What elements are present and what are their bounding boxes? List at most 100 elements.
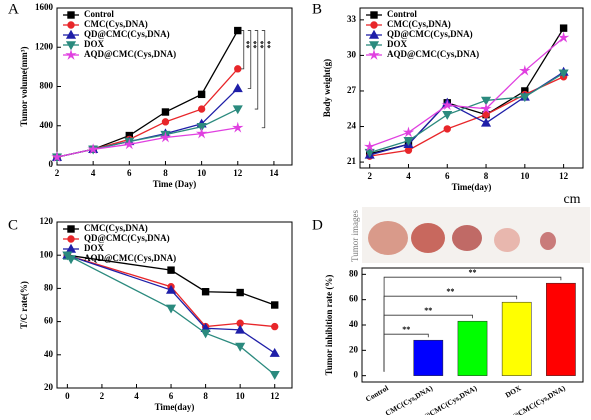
y-tick-label: 40 (349, 319, 359, 329)
significance-label: ** (469, 268, 477, 277)
x-tick-label: 10 (520, 171, 530, 181)
legend-label: DOX (84, 243, 105, 253)
tumor-photo (540, 232, 556, 250)
marker (201, 288, 210, 296)
series-line (56, 68, 239, 158)
marker (364, 148, 375, 158)
legend-label: QD@CMC(Cys,DNA) (84, 233, 170, 243)
significance-bracket (240, 30, 245, 70)
legend-marker (370, 11, 378, 19)
y-tick-label: 800 (40, 81, 54, 91)
legend-label: AQD@CMC(Cys,DNA) (387, 49, 479, 59)
marker (161, 118, 170, 126)
legend-marker (67, 21, 75, 29)
tumor-photo (411, 223, 445, 253)
y-tick-label: 20 (349, 344, 359, 354)
marker (195, 127, 208, 139)
marker (480, 117, 492, 127)
y-tick-label: 1600 (35, 2, 54, 12)
significance-label: ** (402, 325, 410, 334)
significance-label: ** (249, 41, 258, 49)
x-tick-label: 8 (163, 168, 168, 178)
marker (161, 108, 170, 116)
legend-label: AQD@CMC(Cys,DNA) (84, 49, 176, 59)
legend-marker (368, 29, 380, 39)
legend-label: DOX (84, 39, 105, 49)
x-tick-label: Control (364, 383, 390, 403)
legend-label: Control (387, 9, 417, 19)
tumor-photo (368, 221, 408, 255)
legend-marker (65, 29, 77, 39)
x-tick-label: 0 (65, 391, 70, 401)
tumor-photo (452, 225, 482, 251)
y-tick-label: 27 (347, 85, 357, 95)
significance-bracket (247, 30, 252, 89)
legend-label: DOX (387, 39, 408, 49)
series-line (56, 108, 239, 158)
marker (167, 266, 175, 274)
x-tick-label: 6 (127, 168, 132, 178)
marker (165, 284, 177, 294)
marker (197, 90, 206, 99)
y-tick-label: 21 (347, 156, 357, 166)
marker (441, 99, 453, 111)
image-label: cm (563, 192, 580, 207)
legend-label: CMC(Cys,DNA) (84, 223, 148, 233)
marker (236, 288, 244, 297)
tumor-photos (362, 207, 590, 263)
y-tick-label: 0 (49, 159, 54, 169)
significance-bracket (254, 30, 259, 110)
legend-label: AQD@CMC(Cys,DNA) (84, 253, 176, 263)
legend-label: CMC(Cys,DNA) (84, 19, 148, 29)
bar (413, 339, 444, 376)
x-tick-label: AQD@CMC(Cys,DNA) (496, 383, 567, 415)
y-tick-label: 20 (44, 382, 54, 392)
plot-frame (361, 267, 584, 383)
marker (235, 342, 246, 352)
series-line (369, 37, 565, 148)
y-tick-label: 30 (347, 49, 357, 59)
y-tick-label: 40 (44, 349, 54, 359)
marker (559, 24, 568, 32)
y-tick-label: 24 (347, 121, 357, 131)
y-axis-label: Tumor volume(mm³) (19, 47, 29, 127)
y-tick-label: 400 (40, 120, 54, 130)
y-tick-label: 120 (40, 216, 54, 226)
x-tick-label: 12 (233, 168, 243, 178)
marker (269, 371, 280, 380)
y-axis-label: Body weight(g) (322, 59, 332, 117)
bar (546, 282, 576, 376)
legend-marker (65, 255, 77, 265)
marker (402, 126, 415, 138)
x-tick-label: DOX (504, 383, 523, 399)
marker (159, 131, 172, 143)
legend-marker (368, 49, 380, 60)
y-axis-label: T/C rate(%) (19, 281, 29, 329)
y-tick-label: 1200 (35, 41, 54, 51)
panel-label: A (8, 1, 19, 17)
legend-marker (67, 11, 75, 19)
significance-bracket (261, 30, 266, 129)
x-tick-label: 14 (269, 168, 279, 178)
panel-label: B (312, 1, 322, 17)
x-tick-label: 4 (134, 391, 139, 401)
x-tick-label: 8 (203, 391, 208, 401)
y-tick-label: 80 (44, 282, 54, 292)
marker (200, 329, 211, 339)
image-label: Tumor images (350, 210, 360, 262)
significance-label: ** (446, 287, 454, 296)
legend-label: Control (84, 9, 114, 19)
marker (232, 83, 243, 93)
marker (557, 31, 570, 43)
legend-label: QD@CMC(Cys,DNA) (387, 29, 473, 39)
panel-label: C (8, 217, 18, 233)
marker (87, 143, 99, 155)
marker (442, 110, 453, 120)
y-tick-label: 33 (347, 14, 357, 24)
marker (197, 105, 206, 113)
significance-label: ** (424, 306, 432, 315)
marker (269, 347, 280, 357)
significance-label: ** (263, 41, 272, 49)
marker (235, 324, 246, 334)
